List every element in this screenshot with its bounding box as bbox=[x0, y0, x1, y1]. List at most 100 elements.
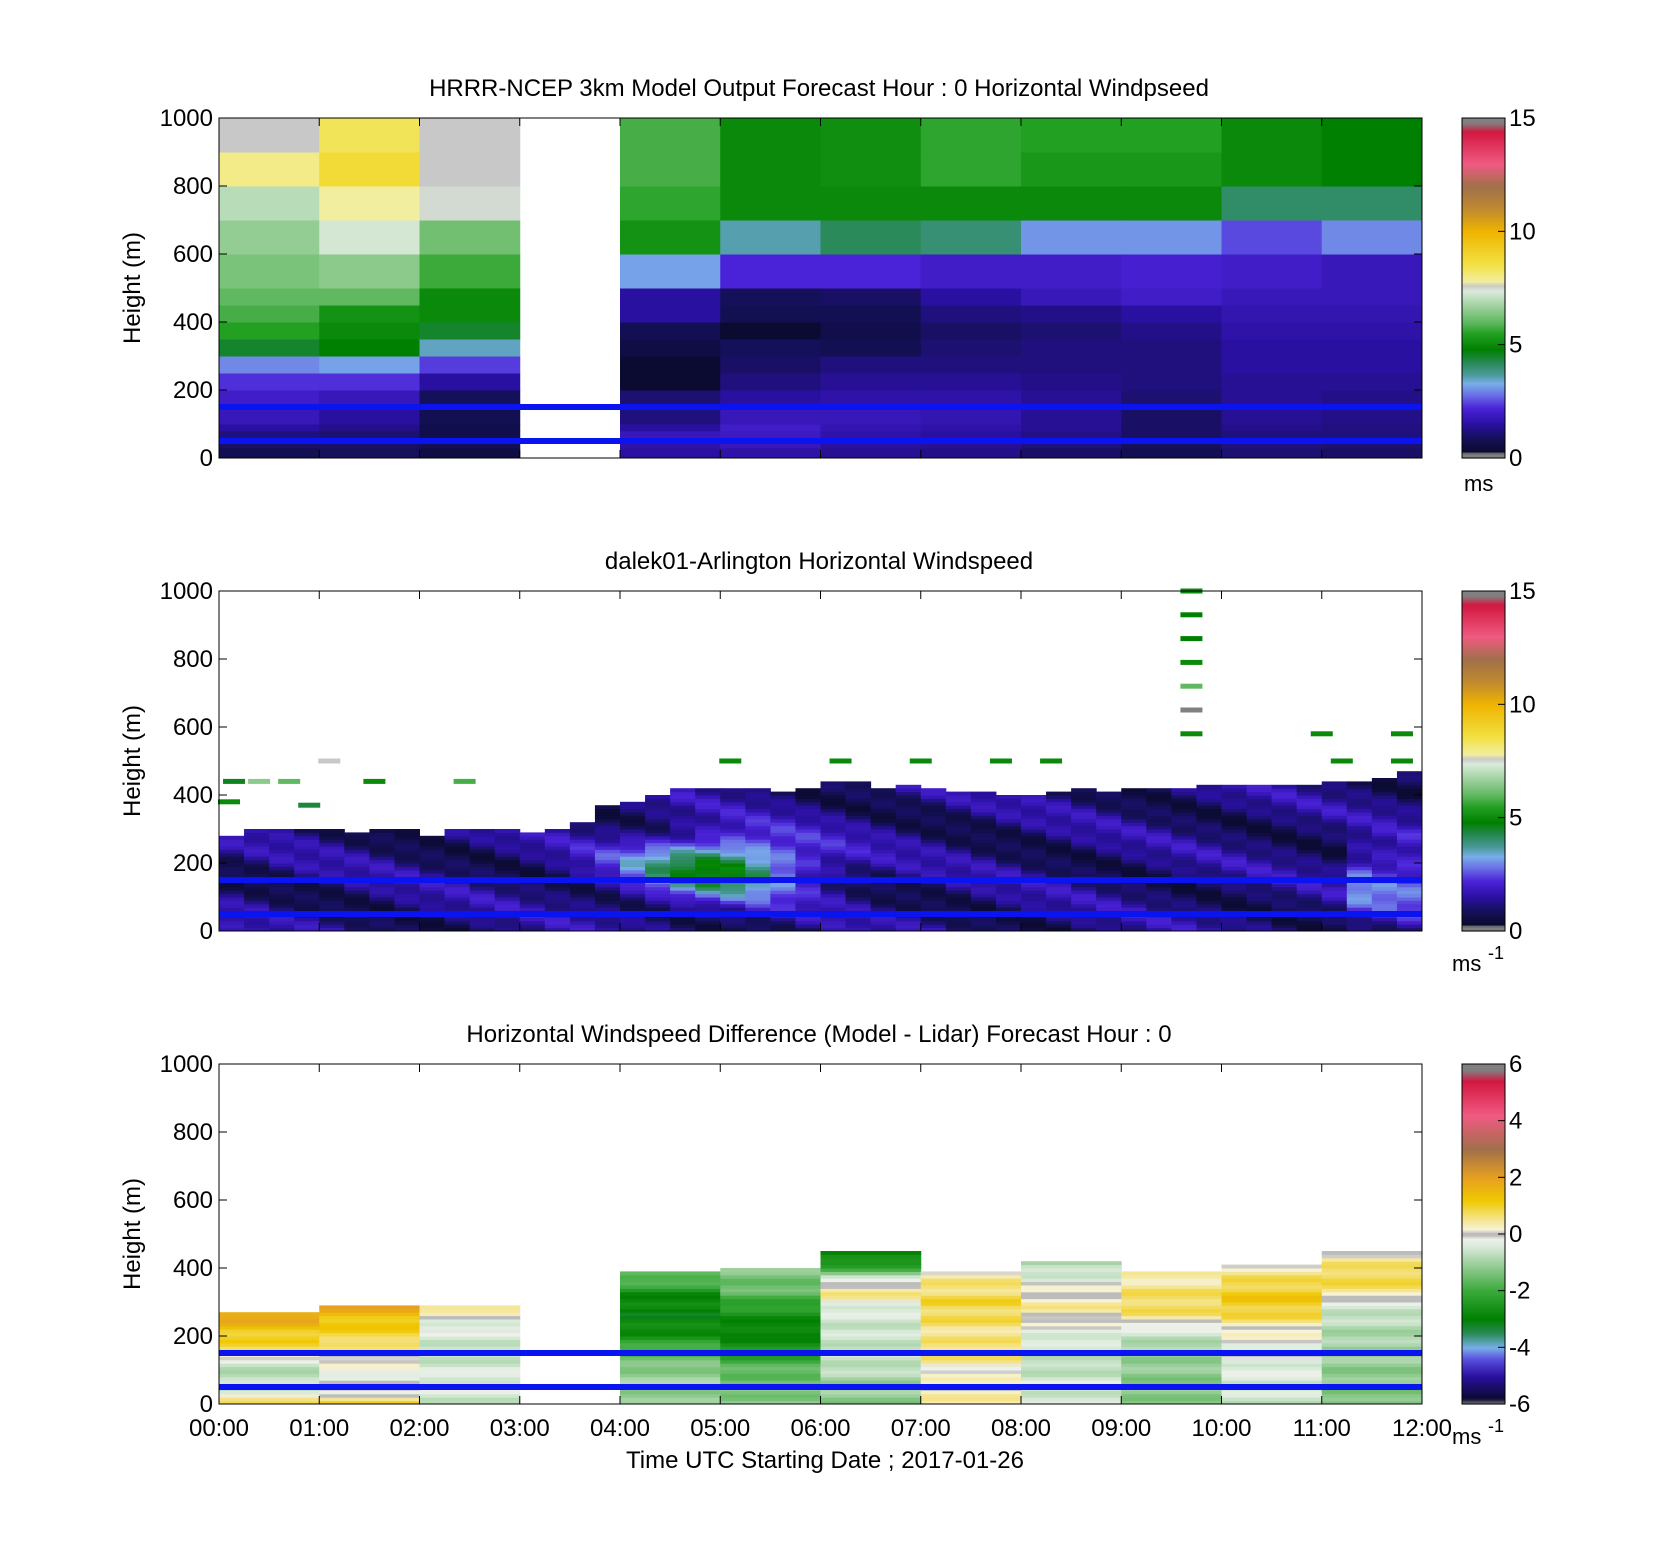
lidar-cell bbox=[1346, 897, 1373, 901]
difference-cell bbox=[620, 1359, 721, 1364]
lidar-cell bbox=[1196, 856, 1222, 861]
lidar-cell bbox=[770, 890, 796, 895]
lidar-cell bbox=[594, 815, 621, 820]
lidar-cell bbox=[1321, 795, 1348, 799]
lidar-cell bbox=[1221, 924, 1248, 929]
lidar-cell bbox=[1321, 852, 1348, 857]
lidar-cell bbox=[970, 849, 997, 854]
colorbar-swatch bbox=[1462, 1096, 1505, 1099]
lidar-cell bbox=[645, 866, 671, 871]
lidar-cell bbox=[1396, 784, 1423, 789]
lidar-cell bbox=[620, 849, 646, 854]
lidar-cell bbox=[970, 798, 997, 803]
model-cell bbox=[1221, 254, 1323, 289]
lidar-cell bbox=[695, 815, 721, 820]
colorbar-swatch bbox=[1462, 1332, 1505, 1335]
model-cell bbox=[219, 390, 320, 408]
lidar-cell bbox=[469, 846, 496, 850]
colorbar-swatch bbox=[1462, 1292, 1505, 1295]
lidar-cell bbox=[1046, 873, 1072, 878]
lidar-cell bbox=[995, 798, 1022, 803]
lidar-cell bbox=[745, 893, 771, 898]
lidar-cell bbox=[269, 897, 295, 901]
lidar-cell bbox=[1221, 798, 1248, 803]
difference-cell bbox=[720, 1376, 821, 1381]
colorbar-swatch bbox=[1462, 1266, 1505, 1269]
lidar-cell bbox=[244, 846, 270, 850]
lidar-cell bbox=[1071, 924, 1097, 929]
lidar-cell bbox=[1296, 842, 1323, 847]
lidar-cell bbox=[1071, 818, 1097, 823]
model-cell bbox=[1021, 288, 1122, 306]
lidar-cell bbox=[519, 863, 546, 867]
colorbar-swatch bbox=[1462, 719, 1505, 722]
lidar-cell bbox=[620, 886, 646, 891]
lidar-cell bbox=[1071, 907, 1097, 912]
lidar-cell bbox=[895, 839, 922, 844]
model-cell bbox=[419, 447, 521, 459]
lidar-cell bbox=[1246, 897, 1273, 901]
colorbar-swatch bbox=[1462, 1188, 1505, 1191]
lidar-cell bbox=[1146, 801, 1172, 806]
colorbar-swatch bbox=[1462, 677, 1505, 680]
colorbar-swatch bbox=[1462, 715, 1505, 718]
lidar-cell bbox=[945, 829, 972, 833]
lidar-cell bbox=[1246, 825, 1273, 830]
lidar-cell bbox=[1196, 890, 1222, 895]
lidar-cell bbox=[1196, 866, 1222, 871]
colorbar-swatch bbox=[1462, 130, 1505, 133]
lidar-cell bbox=[845, 846, 872, 850]
model-cell bbox=[219, 254, 320, 289]
lidar-cell bbox=[1071, 886, 1097, 891]
lidar-cell bbox=[369, 835, 395, 840]
lidar-cell bbox=[895, 869, 922, 874]
lidar-cell bbox=[995, 859, 1022, 864]
lidar-cell bbox=[745, 886, 771, 891]
colorbar-swatch bbox=[1462, 1394, 1505, 1397]
lidar-cell bbox=[645, 795, 671, 799]
lidar-cell bbox=[645, 917, 671, 922]
model-cell bbox=[620, 118, 721, 153]
model-cell bbox=[720, 118, 821, 153]
lidar-cell bbox=[670, 815, 696, 820]
model-cell bbox=[319, 356, 420, 374]
lidar-cell bbox=[845, 897, 872, 901]
difference-cell bbox=[620, 1373, 721, 1378]
lidar-cell bbox=[469, 886, 496, 891]
colorbar-swatch bbox=[1462, 378, 1505, 381]
lidar-cell bbox=[469, 835, 496, 840]
lidar-cell bbox=[820, 832, 847, 837]
lidar-cell bbox=[244, 890, 270, 895]
lidar-cell bbox=[344, 900, 370, 905]
lidar-cell bbox=[1371, 897, 1398, 901]
difference-cell bbox=[1021, 1285, 1122, 1289]
lidar-cell bbox=[970, 835, 997, 840]
lidar-cell bbox=[670, 825, 696, 830]
model-cell bbox=[1121, 186, 1222, 221]
lidar-cell bbox=[845, 886, 872, 891]
lidar-cell bbox=[1246, 907, 1273, 912]
lidar-cell bbox=[645, 907, 671, 912]
lidar-cell bbox=[569, 903, 596, 908]
lidar-cell bbox=[1021, 825, 1047, 830]
lidar-cell bbox=[594, 842, 621, 847]
model-cell bbox=[1321, 356, 1423, 374]
lidar-cell bbox=[820, 812, 847, 816]
lidar-cell bbox=[1296, 825, 1323, 830]
lidar-cell bbox=[1196, 852, 1222, 857]
colorbar-swatch bbox=[1462, 823, 1505, 826]
lidar-cell bbox=[920, 927, 947, 932]
lidar-cell bbox=[1096, 856, 1122, 861]
colorbar-unit-exponent: -1 bbox=[1488, 1416, 1504, 1436]
lidar-cell bbox=[920, 852, 947, 857]
lidar-cell bbox=[845, 903, 872, 908]
lidar-cell bbox=[269, 856, 295, 861]
difference-cell bbox=[1021, 1302, 1122, 1306]
lidar-cell bbox=[1346, 842, 1373, 847]
lidar-cell bbox=[670, 808, 696, 813]
lidar-cell bbox=[444, 873, 471, 878]
difference-cell bbox=[1121, 1305, 1222, 1310]
lidar-cell bbox=[1196, 846, 1222, 850]
lidar-cell bbox=[594, 835, 621, 840]
lidar-cell bbox=[1021, 927, 1047, 932]
